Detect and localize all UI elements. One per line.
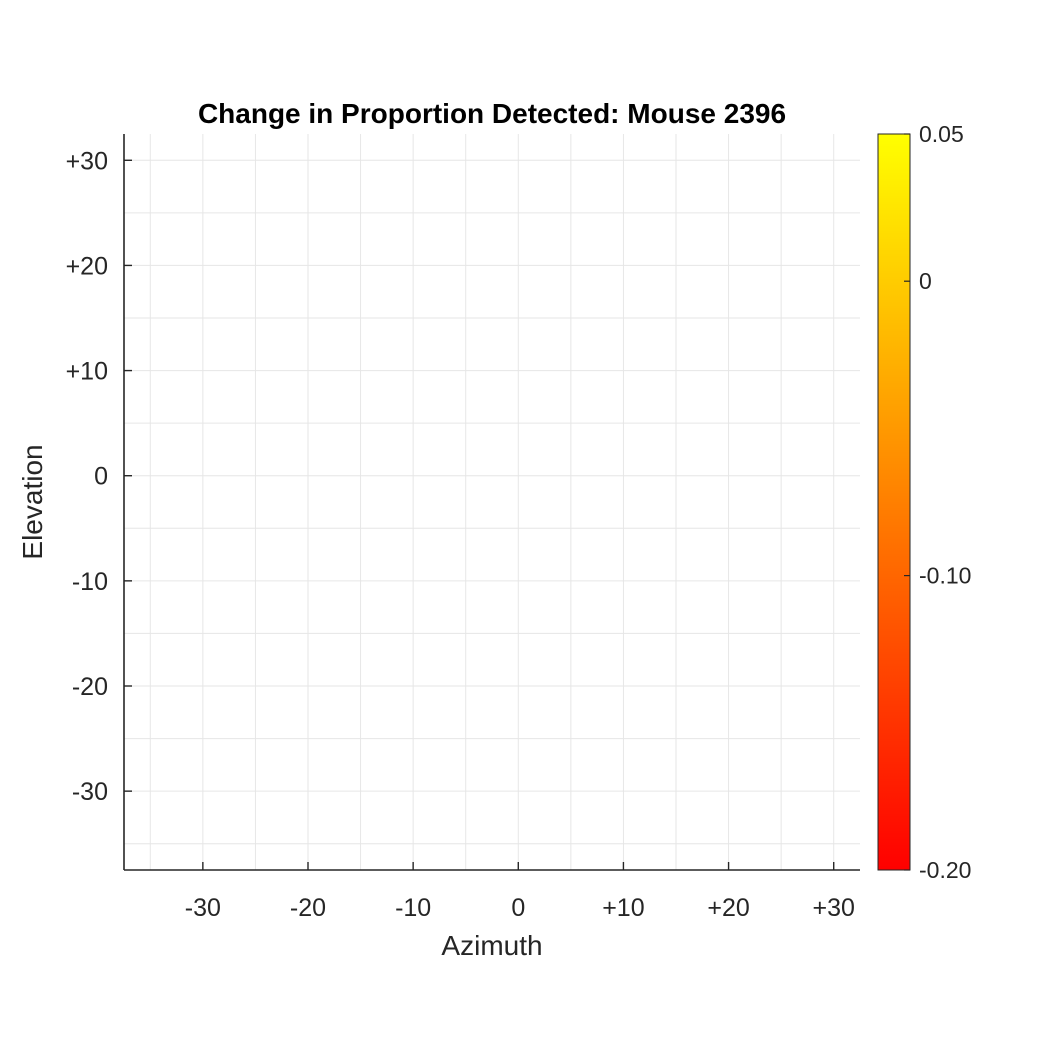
y-axis-label: Elevation: [17, 444, 48, 559]
colorbar-gradient: [877, 133, 911, 871]
x-tick-label: 0: [511, 894, 525, 922]
colorbar-ticks: 0.05 0 -0.10 -0.20: [904, 121, 971, 883]
x-tick-label: -10: [395, 894, 431, 922]
x-tick-label: -20: [290, 894, 326, 922]
grid-lines: [124, 134, 860, 870]
y-tick-label: +10: [66, 358, 108, 386]
colorbar-tick-label: -0.20: [919, 857, 971, 883]
x-tick-label: -30: [185, 894, 221, 922]
chart-title: Change in Proportion Detected: Mouse 239…: [198, 98, 786, 129]
colorbar: 0.05 0 -0.10 -0.20: [877, 121, 971, 883]
colorbar-tick-label: 0.05: [919, 121, 964, 147]
x-tick-label: +30: [813, 894, 855, 922]
x-axis-label: Azimuth: [441, 930, 542, 961]
plot-background: [124, 134, 860, 870]
y-tick-label: -10: [72, 568, 108, 596]
plot-area: [123, 134, 860, 871]
y-tick-label: -30: [72, 778, 108, 806]
y-tick-label: -20: [72, 673, 108, 701]
y-tick-label: +20: [66, 252, 108, 280]
x-tick-label: +20: [707, 894, 749, 922]
y-tick-label: 0: [94, 463, 108, 491]
colorbar-tick-label: -0.10: [919, 563, 971, 589]
x-ticks: -30 -20 -10 0 +10 +20 +30: [185, 862, 855, 922]
colorbar-tick-label: 0: [919, 268, 932, 294]
x-tick-label: +10: [602, 894, 644, 922]
y-ticks: +30 +20 +10 0 -10 -20 -30: [66, 147, 132, 806]
y-tick-label: +30: [66, 147, 108, 175]
